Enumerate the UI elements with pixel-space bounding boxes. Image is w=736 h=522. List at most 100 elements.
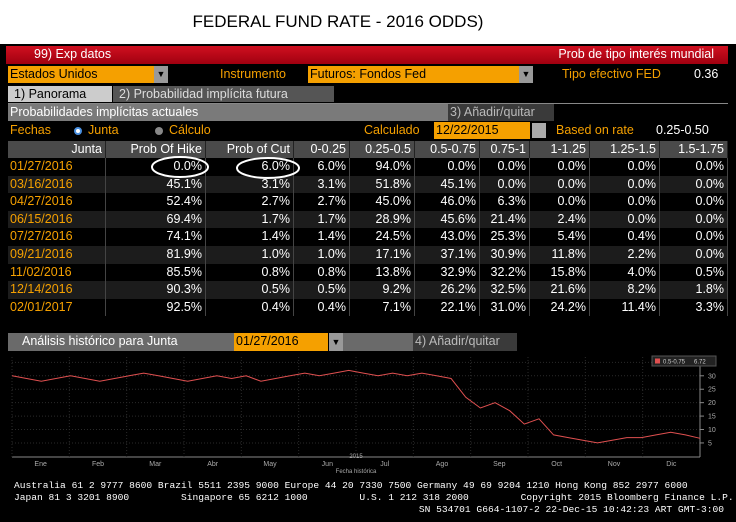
table-cell: 46.0% (415, 193, 480, 211)
table-cell: 22.1% (415, 298, 480, 317)
table-cell: 0.0% (590, 193, 660, 211)
table-cell: 0.0% (530, 193, 590, 211)
legend-label: 0.5-0.75 (663, 360, 686, 366)
table-cell: 11.4% (590, 298, 660, 317)
table-cell: 04/27/2016 (8, 193, 106, 211)
radio[interactable] (155, 127, 163, 135)
tab[interactable]: 2) Probabilidad implícita futura (113, 86, 334, 102)
menu-left[interactable]: 99) Exp datos (34, 47, 112, 61)
tab-active[interactable]: 1) Panorama (8, 86, 112, 102)
table-cell: 31.0% (480, 298, 530, 317)
table-cell: 3.1% (294, 175, 350, 194)
table-cell: 1.7% (206, 210, 294, 229)
table-cell: 0.0% (660, 246, 728, 264)
rate-label: Based on rate (556, 123, 634, 137)
table-cell: 0.8% (206, 263, 294, 282)
table-cell: 69.4% (106, 210, 206, 229)
table-cell: 43.0% (415, 228, 480, 246)
table-cell: 07/27/2016 (8, 228, 106, 246)
table-cell: 06/15/2016 (8, 210, 106, 229)
table-cell: 30.9% (480, 246, 530, 264)
table-cell: 17.1% (350, 246, 415, 264)
table-row (8, 210, 728, 229)
table-cell: 28.9% (350, 210, 415, 229)
dropdown-arrow[interactable]: ▼ (329, 333, 343, 351)
table-cell: 85.5% (106, 263, 206, 282)
table-cell: 45.0% (350, 193, 415, 211)
menu-right[interactable]: Prob de tipo interés mundial (558, 47, 714, 61)
menu-bar (6, 46, 728, 64)
table-cell: 3.3% (660, 298, 728, 317)
table-cell: 2.7% (294, 193, 350, 211)
table-cell: 0.8% (294, 263, 350, 282)
table-cell: 0.5% (294, 281, 350, 299)
x-tick-label: Ago (436, 461, 449, 468)
calc-date[interactable]: 12/22/2015 (434, 122, 530, 139)
rate-value: 0.25-0.50 (656, 123, 709, 137)
x-tick-label: Feb (92, 461, 104, 468)
calendar-icon[interactable] (532, 123, 546, 138)
table-cell: 12/14/2016 (8, 281, 106, 299)
effective-value: 0.36 (694, 67, 719, 81)
table-cell: 4.0% (590, 263, 660, 282)
history-date[interactable]: 01/27/2016 (234, 333, 328, 351)
country-select[interactable]: Estados Unidos (8, 66, 154, 83)
table-cell: 11.8% (530, 246, 590, 264)
history-header: Análisis histórico para Junta (8, 333, 234, 351)
page-title: FEDERAL FUND RATE - 2016 ODDS) (192, 12, 484, 31)
table-cell: 0.0% (660, 228, 728, 246)
table-cell: 1.8% (660, 281, 728, 299)
table-cell: 51.8% (350, 175, 415, 194)
table-cell: 21.4% (480, 210, 530, 229)
column-header: 0.5-0.75 (415, 141, 480, 158)
table-cell: 13.8% (350, 263, 415, 282)
y-tick-label: 5 (708, 440, 712, 447)
table-cell: 3.1% (206, 175, 294, 194)
table-cell: 24.2% (530, 298, 590, 317)
column-header: 1.25-1.5 (590, 141, 660, 158)
column-header: 1-1.25 (530, 141, 590, 158)
table-cell: 2.4% (530, 210, 590, 229)
table-cell: 0.0% (415, 158, 480, 176)
radio-label[interactable]: Cálculo (169, 123, 211, 137)
y-tick-label: 15 (708, 414, 716, 421)
plot-background (8, 353, 728, 473)
instrument-select[interactable]: Futuros: Fondos Fed (308, 66, 519, 83)
table-cell: 32.5% (480, 281, 530, 299)
radio-selected[interactable] (74, 127, 82, 135)
table-cell: 24.5% (350, 228, 415, 246)
table-cell: 52.4% (106, 193, 206, 211)
table-cell: 9.2% (350, 281, 415, 299)
dropdown-arrow[interactable]: ▼ (519, 66, 533, 83)
table-cell: 6.3% (480, 193, 530, 211)
table-cell: 37.1% (415, 246, 480, 264)
y-tick-label: 25 (708, 387, 716, 394)
table-cell: 0.4% (294, 298, 350, 317)
table-cell: 02/01/2017 (8, 298, 106, 317)
table-cell: 1.4% (294, 228, 350, 246)
table-row (8, 298, 728, 317)
table-cell: 1.7% (294, 210, 350, 229)
legend-value: 6.72 (694, 360, 706, 366)
table-cell: 1.0% (294, 246, 350, 264)
table-cell: 92.5% (106, 298, 206, 317)
add-remove-button[interactable]: 4) Añadir/quitar (413, 333, 517, 351)
line-series (11, 369, 701, 444)
column-header: Junta (8, 141, 106, 158)
table-cell: 0.0% (660, 158, 728, 176)
x-tick-label: Jul (380, 461, 389, 468)
dropdown-arrow[interactable]: ▼ (154, 66, 168, 83)
radio-label[interactable]: Junta (88, 123, 119, 137)
table-cell: 0.0% (590, 175, 660, 194)
table-row (8, 246, 728, 264)
table-cell: 1.4% (206, 228, 294, 246)
x-tick-label: Ene (34, 461, 47, 468)
dates-label: Fechas (10, 123, 51, 137)
table-cell: 03/16/2016 (8, 175, 106, 194)
table-cell: 11/02/2016 (8, 263, 106, 282)
y-tick-label: 20 (708, 400, 716, 407)
footer-line: SN 534701 G664-1107-2 22-Dec-15 10:42:23… (418, 504, 724, 515)
footer-line: Australia 61 2 9777 8600 Brazil 5511 239… (14, 480, 688, 491)
add-remove-button[interactable]: 3) Añadir/quitar (448, 104, 554, 121)
